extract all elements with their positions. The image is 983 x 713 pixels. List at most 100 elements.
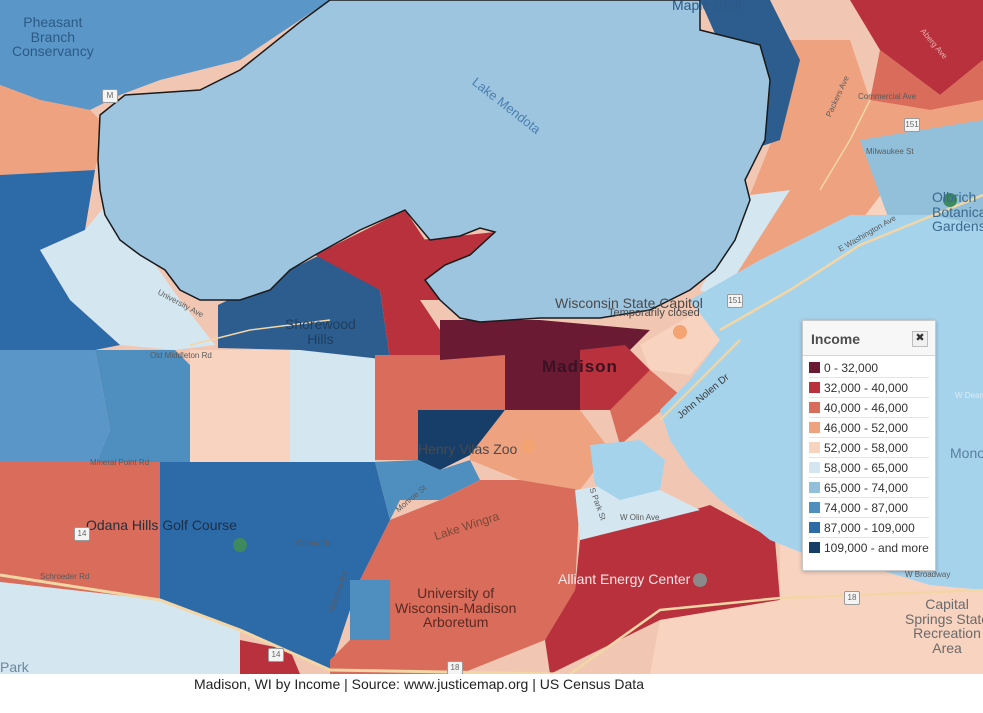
legend-label: 109,000 - and more (824, 541, 929, 555)
road-university (189, 319, 331, 346)
legend-item: 87,000 - 109,000 (809, 518, 929, 538)
street-label-old-middleton: Old Middleton Rd (150, 351, 212, 360)
road-east-wash (719, 193, 983, 332)
income-region (470, 410, 610, 490)
route-shield-18: 18 (447, 661, 463, 674)
income-region (375, 355, 505, 460)
place-label-olbrich: Olbrich Botanical Gardens (932, 189, 983, 235)
legend-swatch (809, 382, 820, 393)
place-label-maple-bluff: Maple Bluff (672, 0, 742, 13)
income-region (218, 255, 390, 360)
choropleth-map[interactable]: Pheasant Branch Conservancy Maple Bluff … (0, 0, 983, 674)
poi-label-capitol-status: Temporarily closed (608, 307, 700, 319)
legend-list: 0 - 32,000 32,000 - 40,000 40,000 - 46,000… (803, 356, 935, 568)
income-region (0, 0, 330, 110)
route-shield-us151: 151 (904, 118, 920, 132)
income-region (375, 460, 480, 520)
income-region (95, 350, 190, 465)
legend-item: 52,000 - 58,000 (809, 438, 929, 458)
street-label-w-broadway: W Broadway (905, 570, 951, 579)
zoo-marker[interactable] (521, 439, 535, 453)
income-region (40, 200, 215, 350)
legend-item: 40,000 - 46,000 (809, 398, 929, 418)
legend-label: 46,000 - 52,000 (824, 421, 909, 435)
legend-item: 109,000 - and more (809, 538, 929, 568)
close-icon[interactable]: ✖ (912, 331, 928, 347)
income-region (580, 345, 650, 410)
place-label-shorewood-hills: Shorewood Hills (285, 316, 356, 347)
legend-item: 65,000 - 74,000 (809, 478, 929, 498)
lake-mendota (97, 0, 771, 323)
legend-swatch (809, 402, 820, 413)
street-label-milwaukee: Milwaukee St (866, 147, 914, 156)
lake-wingra (590, 440, 665, 500)
income-region (720, 100, 900, 300)
income-region (190, 350, 290, 462)
income-region (870, 50, 983, 110)
legend-item: 58,000 - 65,000 (809, 458, 929, 478)
street-label-mineral-point: Mineral Point Rd (90, 458, 150, 467)
legend-item: 46,000 - 52,000 (809, 418, 929, 438)
legend-swatch (809, 462, 820, 473)
income-region (610, 370, 680, 445)
legend-header: Income ✖ (803, 321, 935, 356)
street-label-odana: Odana Rd (296, 539, 333, 548)
road-packers (819, 99, 871, 191)
legend-swatch (809, 442, 820, 453)
income-region (0, 582, 240, 674)
route-shield-14: 14 (268, 648, 284, 662)
place-label-park: Park (0, 659, 29, 674)
legend-swatch (809, 482, 820, 493)
legend-swatch (809, 542, 820, 553)
road-us18 (569, 588, 983, 674)
income-region (850, 0, 983, 95)
legend-title: Income (811, 331, 861, 347)
poi-label-henry-vilas-zoo: Henry Vilas Zoo (418, 441, 518, 457)
legend-item: 0 - 32,000 (809, 358, 929, 378)
street-label-w-olin: W Olin Ave (620, 513, 660, 522)
street-label-w-dean: W Dean (955, 391, 983, 400)
place-label-pheasant-branch: Pheasant Branch Conservancy (12, 14, 94, 60)
city-label-madison: Madison (542, 357, 618, 376)
legend-label: 0 - 32,000 (824, 361, 879, 375)
legend-swatch (809, 522, 820, 533)
poi-label-alliant: Alliant Energy Center (558, 571, 691, 587)
poi-label-capitol: Wisconsin State Capitol (555, 295, 703, 311)
route-shield-m: M (102, 89, 118, 103)
income-region (160, 462, 390, 670)
income-region (545, 505, 780, 674)
legend-swatch (809, 502, 820, 513)
gardens-marker[interactable] (943, 193, 957, 207)
income-region (0, 170, 95, 250)
capitol-marker[interactable] (673, 325, 687, 339)
legend-swatch (809, 422, 820, 433)
route-shield-us151: 151 (727, 294, 743, 308)
legend-label: 65,000 - 74,000 (824, 481, 909, 495)
place-label-capital-springs: Capital Springs State Recreation Area (905, 596, 983, 657)
legend-label: 74,000 - 87,000 (824, 501, 909, 515)
route-shield-18: 18 (844, 591, 860, 605)
income-region (0, 85, 105, 175)
route-shield-14: 14 (74, 527, 90, 541)
income-region (290, 345, 375, 462)
road-john-nolen (659, 339, 741, 421)
alliant-marker[interactable] (693, 573, 707, 587)
income-region (640, 310, 720, 375)
income-region (0, 250, 120, 350)
income-region (350, 580, 390, 640)
income-region (0, 350, 110, 465)
legend-label: 58,000 - 65,000 (824, 461, 909, 475)
income-region (575, 480, 700, 540)
map-caption: Madison, WI by Income | Source: www.just… (193, 676, 644, 692)
legend-label: 87,000 - 109,000 (824, 521, 915, 535)
poi-label-odana-hills: Odana Hills Golf Course (86, 517, 237, 533)
golf-marker[interactable] (233, 538, 247, 552)
street-label-commercial: Commercial Ave (858, 92, 917, 101)
legend-item: 74,000 - 87,000 (809, 498, 929, 518)
income-region (418, 410, 505, 470)
income-region (330, 480, 580, 674)
street-label-schroeder: Schroeder Rd (40, 572, 90, 581)
legend-label: 32,000 - 40,000 (824, 381, 909, 395)
legend-swatch (809, 362, 820, 373)
legend-item: 32,000 - 40,000 (809, 378, 929, 398)
